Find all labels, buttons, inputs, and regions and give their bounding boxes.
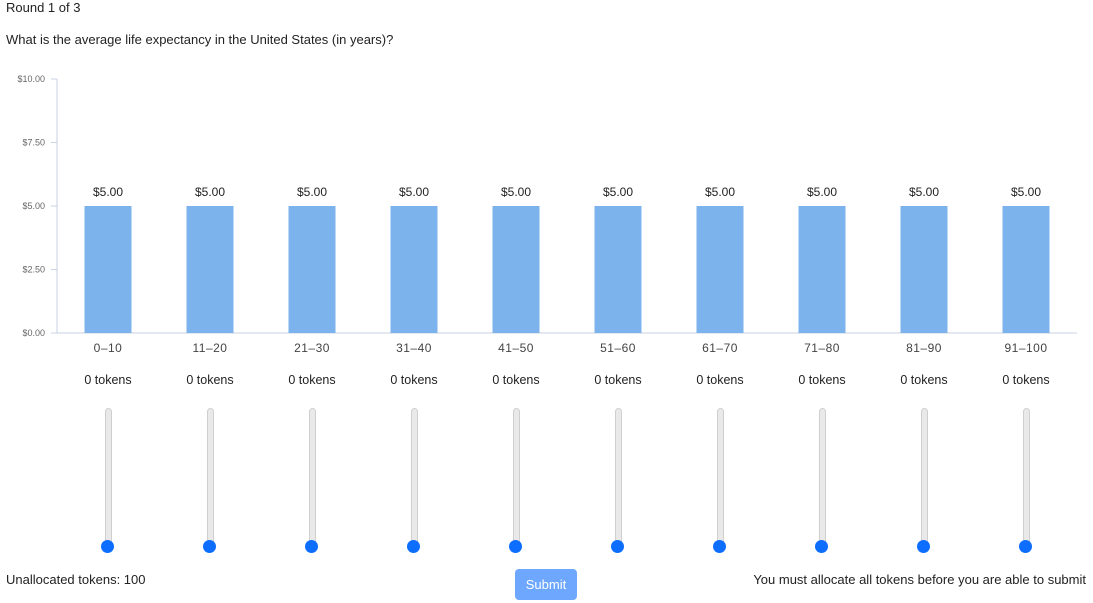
- slider-track[interactable]: [921, 408, 928, 546]
- bar-value-label: $5.00: [807, 185, 837, 199]
- x-tick-label: 41–50: [498, 341, 534, 355]
- slider-thumb[interactable]: [509, 539, 522, 553]
- bar-value-label: $5.00: [93, 185, 123, 199]
- slider-thumb[interactable]: [1019, 539, 1032, 553]
- x-tick-label: 91–100: [1004, 341, 1047, 355]
- x-tick-label: 81–90: [906, 341, 942, 355]
- slider-track[interactable]: [513, 408, 520, 546]
- bar: [288, 206, 336, 333]
- bar: [696, 206, 744, 333]
- token-count-label: 0 tokens: [1002, 373, 1050, 387]
- bar: [594, 206, 642, 333]
- slider-thumb[interactable]: [815, 539, 828, 553]
- token-slider[interactable]: [98, 405, 118, 555]
- slider-thumb[interactable]: [203, 539, 216, 553]
- slider-track[interactable]: [819, 408, 826, 546]
- slider-track[interactable]: [207, 408, 214, 546]
- x-tick-label: 51–60: [600, 341, 636, 355]
- slider-thumb[interactable]: [611, 539, 624, 553]
- bar: [390, 206, 438, 333]
- bar: [186, 206, 234, 333]
- x-tick-label: 0–10: [94, 341, 123, 355]
- slider-track[interactable]: [411, 408, 418, 546]
- token-slider[interactable]: [608, 405, 628, 555]
- x-tick-label: 11–20: [193, 341, 228, 355]
- bar-value-label: $5.00: [501, 185, 531, 199]
- y-tick-label: $0.00: [22, 328, 45, 338]
- slider-thumb[interactable]: [713, 539, 726, 553]
- token-slider[interactable]: [302, 405, 322, 555]
- token-slider[interactable]: [710, 405, 730, 555]
- bar-value-label: $5.00: [399, 185, 429, 199]
- y-tick-label: $2.50: [22, 265, 45, 275]
- slider-track[interactable]: [105, 408, 112, 546]
- token-count-label: 0 tokens: [288, 373, 336, 387]
- token-slider[interactable]: [404, 405, 424, 555]
- token-count-label: 0 tokens: [492, 373, 540, 387]
- x-tick-label: 21–30: [294, 341, 330, 355]
- allocation-bar-chart: $0.00 $2.50 $5.00 $7.50 $10.00 $5.00 $5.00 $5.…: [17, 74, 1077, 355]
- slider-thumb[interactable]: [305, 539, 318, 553]
- token-count-label: 0 tokens: [390, 373, 438, 387]
- token-slider[interactable]: [812, 405, 832, 555]
- slider-track[interactable]: [717, 408, 724, 546]
- tokens-row: 0 tokens 0 tokens 0 tokens 0 tokens 0 tokens…: [0, 373, 1093, 391]
- token-count-label: 0 tokens: [696, 373, 744, 387]
- bar: [492, 206, 540, 333]
- submit-button[interactable]: Submit: [515, 569, 577, 600]
- token-count-label: 0 tokens: [84, 373, 132, 387]
- slider-track[interactable]: [309, 408, 316, 546]
- token-slider[interactable]: [200, 405, 220, 555]
- bar: [798, 206, 846, 333]
- bar: [1002, 206, 1050, 333]
- slider-track[interactable]: [615, 408, 622, 546]
- bar-value-label: $5.00: [195, 185, 225, 199]
- token-slider[interactable]: [506, 405, 526, 555]
- token-count-label: 0 tokens: [186, 373, 234, 387]
- bar: [900, 206, 948, 333]
- token-slider[interactable]: [1016, 405, 1036, 555]
- sliders-row: [0, 405, 1093, 555]
- token-slider[interactable]: [914, 405, 934, 555]
- question-text: What is the average life expectancy in t…: [6, 32, 394, 47]
- token-count-label: 0 tokens: [900, 373, 948, 387]
- token-count-label: 0 tokens: [798, 373, 846, 387]
- x-tick-label: 31–40: [396, 341, 432, 355]
- bar-value-label: $5.00: [705, 185, 735, 199]
- x-tick-label: 71–80: [804, 341, 840, 355]
- bar-value-label: $5.00: [603, 185, 633, 199]
- round-label: Round 1 of 3: [6, 0, 81, 15]
- y-tick-label: $10.00: [17, 74, 45, 84]
- x-tick-label: 61–70: [702, 341, 738, 355]
- slider-thumb[interactable]: [917, 539, 930, 553]
- bar: [84, 206, 132, 333]
- allocation-note: You must allocate all tokens before you …: [753, 572, 1086, 587]
- bar-value-label: $5.00: [909, 185, 939, 199]
- token-count-label: 0 tokens: [594, 373, 642, 387]
- bar-value-label: $5.00: [297, 185, 327, 199]
- y-tick-label: $7.50: [22, 138, 45, 148]
- slider-thumb[interactable]: [407, 539, 420, 553]
- slider-track[interactable]: [1023, 408, 1030, 546]
- y-tick-label: $5.00: [22, 201, 45, 211]
- bar-value-label: $5.00: [1011, 185, 1041, 199]
- slider-thumb[interactable]: [101, 539, 114, 553]
- unallocated-tokens: Unallocated tokens: 100: [6, 572, 146, 587]
